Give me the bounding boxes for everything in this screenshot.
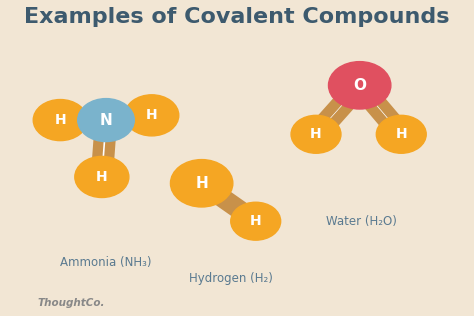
Circle shape (328, 62, 391, 109)
Text: Water (H₂O): Water (H₂O) (326, 215, 397, 228)
Text: O: O (353, 78, 366, 93)
Circle shape (125, 95, 179, 136)
Circle shape (231, 202, 281, 240)
Text: N: N (100, 112, 112, 128)
Text: Hydrogen (H₂): Hydrogen (H₂) (189, 271, 273, 285)
Text: H: H (55, 113, 66, 127)
Circle shape (33, 100, 87, 141)
Text: H: H (96, 170, 108, 184)
Circle shape (171, 160, 233, 207)
Text: H: H (310, 127, 322, 141)
Text: H: H (195, 176, 208, 191)
Circle shape (376, 115, 426, 153)
Text: H: H (250, 214, 262, 228)
Circle shape (78, 99, 134, 142)
Text: Examples of Covalent Compounds: Examples of Covalent Compounds (24, 7, 450, 27)
Text: Ammonia (NH₃): Ammonia (NH₃) (60, 256, 152, 269)
Text: H: H (146, 108, 157, 122)
Circle shape (291, 115, 341, 153)
Circle shape (75, 156, 129, 198)
Text: ThoughtCo.: ThoughtCo. (37, 298, 105, 308)
Text: H: H (395, 127, 407, 141)
